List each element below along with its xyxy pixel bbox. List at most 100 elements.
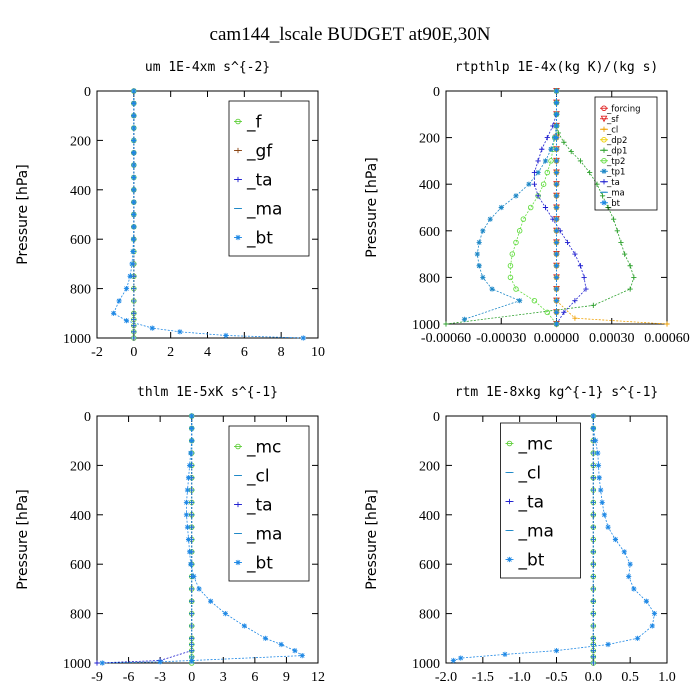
y-axis-label: Pressure [hPa] — [15, 164, 31, 264]
data-point — [553, 88, 560, 94]
data-point — [544, 309, 551, 316]
legend-label: _ta — [246, 496, 273, 516]
y-tick-label: 0 — [433, 410, 440, 425]
data-point — [568, 148, 574, 155]
data-point — [157, 659, 163, 665]
data-point — [235, 501, 241, 508]
series-line — [96, 416, 193, 664]
data-point — [506, 440, 513, 447]
data-point — [621, 549, 627, 555]
series-line — [510, 91, 557, 325]
y-tick-label: 200 — [419, 459, 440, 474]
legend-label: _ta — [518, 493, 545, 513]
x-tick-label: 1.0 — [658, 670, 676, 685]
series-bt — [450, 413, 658, 664]
data-point — [581, 274, 587, 280]
data-point — [605, 641, 611, 648]
y-axis-label: Pressure [hPa] — [364, 157, 380, 257]
y-tick-label: 800 — [419, 608, 440, 623]
data-point — [517, 298, 523, 304]
data-point — [553, 286, 560, 292]
data-point — [131, 211, 137, 218]
data-point — [188, 450, 194, 456]
data-point — [299, 652, 305, 659]
data-point — [535, 169, 541, 176]
legend-box — [228, 100, 310, 257]
data-point — [548, 146, 554, 152]
data-point — [149, 325, 155, 331]
panel-1: um 1E-4xm s^{-2} Pressure [hPa] 0 200 400 600… — [15, 60, 325, 360]
data-point — [223, 332, 229, 339]
x-tick-label: 0.00030 — [589, 331, 635, 346]
data-point — [577, 263, 584, 269]
x-tick-label: -0.5 — [545, 670, 567, 685]
data-point — [513, 193, 519, 199]
x-tick-label: 9 — [283, 670, 290, 685]
series-tp2 — [507, 88, 560, 327]
x-tick-label: -9 — [91, 670, 103, 685]
legend-label: _cl — [518, 464, 542, 484]
legend-label: _forcing — [606, 104, 641, 114]
data-point — [601, 200, 607, 206]
data-point — [131, 100, 137, 106]
data-point — [544, 169, 551, 176]
data-point — [476, 263, 482, 269]
legend-box — [228, 425, 310, 582]
data-point — [627, 561, 633, 567]
data-point — [553, 251, 560, 257]
x-tick-label: -2.0 — [435, 670, 457, 685]
data-point — [664, 321, 670, 327]
data-point — [131, 150, 137, 156]
data-point — [553, 100, 560, 106]
panel-4: rtm 1E-8xkg kg^{-1} s^{-1} Pressure [hPa]… — [364, 385, 676, 685]
data-point — [487, 216, 493, 222]
data-point — [235, 559, 241, 566]
legend-label: _tp1 — [606, 167, 625, 177]
data-point — [184, 487, 191, 493]
data-point — [131, 162, 137, 168]
data-point — [130, 236, 137, 242]
data-point — [177, 329, 183, 335]
data-point — [627, 263, 633, 269]
data-point — [531, 297, 538, 304]
data-point — [601, 168, 607, 174]
x-tick-label: -1.5 — [472, 670, 494, 685]
x-tick-label: 8 — [278, 345, 285, 360]
legend-label: _cl — [606, 125, 618, 135]
data-point — [599, 499, 605, 506]
data-point — [127, 273, 133, 279]
legend-label: _dp1 — [606, 146, 627, 156]
data-point — [601, 136, 607, 143]
data-point — [131, 113, 137, 119]
x-tick-label: 0 — [188, 670, 195, 685]
x-tick-label: 6 — [241, 345, 248, 360]
plot-frame — [96, 90, 319, 339]
plot-frame — [96, 415, 319, 664]
data-point — [596, 475, 602, 481]
data-point — [131, 174, 137, 181]
legend-label: _mc — [518, 435, 553, 455]
data-point — [507, 274, 514, 281]
data-point — [605, 204, 611, 211]
data-point — [535, 193, 541, 199]
data-point — [188, 561, 194, 567]
legend-label: _bt — [246, 229, 273, 249]
data-point — [592, 438, 599, 444]
data-point — [598, 487, 604, 493]
data-point — [553, 298, 560, 304]
data-point — [587, 169, 593, 176]
data-point — [189, 425, 195, 431]
data-point — [516, 228, 523, 234]
y-tick-label: 600 — [419, 558, 440, 573]
x-tick-label: 2 — [167, 345, 174, 360]
data-point — [553, 146, 560, 152]
data-point — [131, 187, 137, 193]
y-tick-label: 400 — [70, 509, 91, 524]
data-point — [601, 126, 607, 132]
y-tick-label: 200 — [70, 134, 91, 149]
data-point — [555, 130, 561, 136]
series-line — [464, 91, 557, 320]
data-point — [553, 111, 560, 117]
panel-title: rtm 1E-8xkg kg^{-1} s^{-1} — [455, 385, 659, 400]
data-point — [553, 216, 560, 222]
